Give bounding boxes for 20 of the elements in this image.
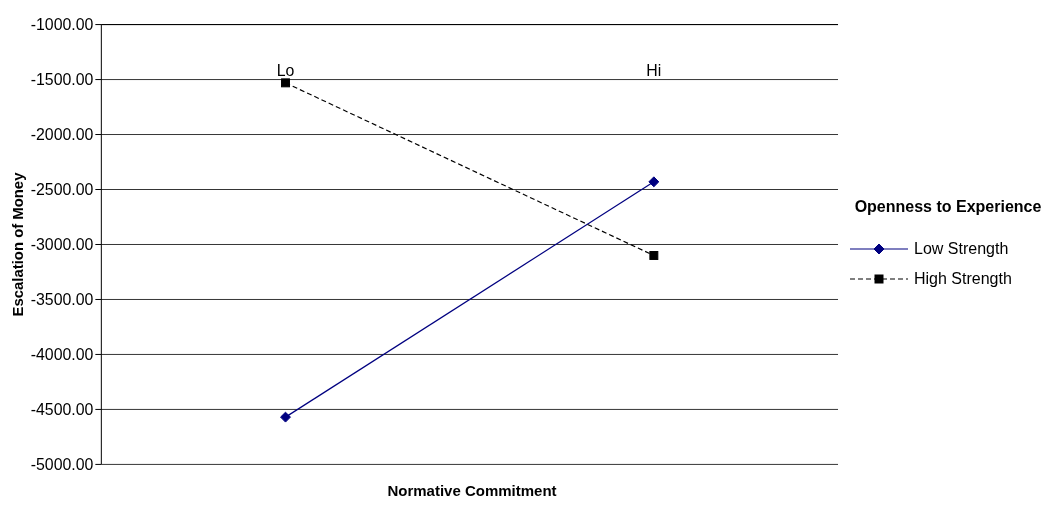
point [649, 251, 659, 260]
y-tick-label: -3000.00 [30, 236, 94, 254]
y-tick-label: -2000.00 [30, 126, 94, 144]
y-tick-label: -3500.00 [30, 291, 94, 309]
x-tick-label: Lo [276, 62, 295, 80]
legend-label: Low Strength [914, 239, 1009, 258]
x-axis-title: Normative Commitment [386, 482, 558, 499]
y-tick-label: -1000.00 [30, 16, 94, 34]
legend-title: Openness to Experience [853, 196, 1043, 217]
point [281, 78, 290, 88]
y-tick-label: -4000.00 [30, 346, 94, 364]
legend-label: High Strength [914, 269, 1012, 288]
y-tick-label: -1500.00 [30, 71, 94, 89]
y-tick-label: -4500.00 [30, 401, 94, 419]
point [280, 411, 291, 423]
y-axis-title: Escalation of Money [10, 171, 27, 317]
y-tick-label: -2500.00 [30, 181, 94, 199]
y-tick-label: -5000.00 [30, 456, 94, 474]
x-tick-label: Hi [646, 62, 662, 80]
point [648, 176, 660, 188]
